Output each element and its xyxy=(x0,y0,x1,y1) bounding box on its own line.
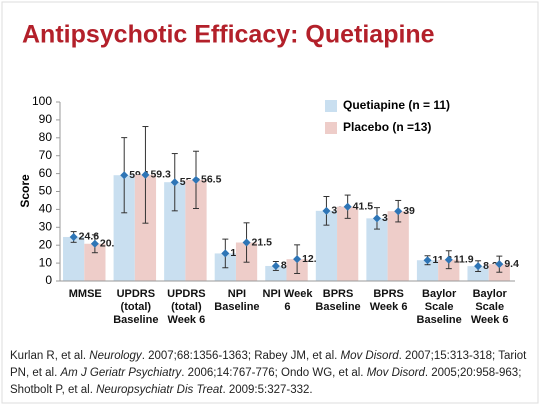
marker xyxy=(495,260,504,269)
y-tick-label: 50 xyxy=(39,184,53,198)
reference-text: Mov Disord xyxy=(340,350,399,362)
marker xyxy=(343,202,352,211)
references: Kurlan R, et al. Neurology. 2007;68:1356… xyxy=(10,348,535,399)
x-tick-label: NPI Week 6 xyxy=(262,288,313,313)
legend-swatch xyxy=(325,100,337,112)
chart-title: Antipsychotic Efficacy: Quetiapine xyxy=(22,21,435,49)
marker xyxy=(423,256,432,265)
reference-text: Neurology xyxy=(89,350,142,362)
y-tick-label: 80 xyxy=(39,130,53,144)
bar xyxy=(134,174,157,281)
bar xyxy=(113,175,135,281)
x-tick-label: Baylor Scale Baseline xyxy=(416,288,462,326)
marker xyxy=(120,171,129,180)
bar xyxy=(438,259,460,281)
y-tick-label: 0 xyxy=(45,273,52,287)
legend-label: Placebo (n =13) xyxy=(343,120,431,134)
data-label: 41.5 xyxy=(353,200,374,212)
bar xyxy=(185,179,207,281)
reference-text: . 2005;20:958-963; Shotbolt P, et al. xyxy=(10,367,522,396)
reference-text: . 2009:5:327-332. xyxy=(222,384,313,396)
bar xyxy=(84,243,106,281)
marker xyxy=(221,249,230,258)
marker xyxy=(293,255,302,264)
marker xyxy=(191,175,200,184)
marker xyxy=(444,255,453,264)
data-label: 24.6 xyxy=(79,231,100,243)
reference-text: . 2007;68:1356-1363; Rabey JM, et al. xyxy=(141,350,341,362)
x-tick-label: NPI Baseline xyxy=(214,288,260,313)
y-tick-label: 60 xyxy=(39,166,53,180)
marker xyxy=(170,178,179,187)
data-label: 56.5 xyxy=(201,174,222,186)
data-label: 59.3 xyxy=(150,169,171,181)
data-label: 11.9 xyxy=(454,253,474,265)
bar xyxy=(265,265,287,281)
x-tick-label: UPDRS (total) Baseline xyxy=(113,288,159,326)
bar xyxy=(366,218,388,281)
bar xyxy=(63,236,85,281)
x-tick-label: Baylor Scale Week 6 xyxy=(470,288,509,326)
y-tick-label: 30 xyxy=(39,219,53,233)
reference-text: Am J Geriatr Psychiatry xyxy=(60,367,182,379)
marker xyxy=(271,261,280,270)
x-tick-label: MMSE xyxy=(68,288,102,300)
marker xyxy=(141,170,150,179)
bar xyxy=(337,206,359,281)
y-tick-label: 20 xyxy=(39,237,53,251)
data-label: 9.4 xyxy=(504,258,519,270)
marker xyxy=(90,239,99,248)
marker xyxy=(322,206,331,215)
y-tick-label: 10 xyxy=(39,255,53,269)
bar xyxy=(416,260,439,281)
y-tick-label: 100 xyxy=(32,94,52,108)
legend-swatch xyxy=(325,122,337,134)
y-tick-label: 40 xyxy=(39,202,53,216)
x-tick-label: BPRS Baseline xyxy=(315,288,361,313)
marker xyxy=(394,207,403,216)
x-tick-label: BPRS Week 6 xyxy=(369,288,408,313)
marker xyxy=(372,214,381,223)
data-label: 39 xyxy=(403,205,415,217)
bar xyxy=(315,210,338,281)
bar xyxy=(387,211,409,281)
marker xyxy=(474,262,483,271)
bar xyxy=(164,182,186,281)
y-axis-label: Score xyxy=(18,174,32,208)
legend-label: Quetiapine (n = 11) xyxy=(343,98,450,112)
bar xyxy=(467,266,489,281)
reference-text: Mov Disord xyxy=(366,367,425,379)
data-label: 21.5 xyxy=(252,236,273,248)
reference-text: . 2007;15:313-318; Tariot PN, et al. xyxy=(10,350,527,379)
x-tick-label: UPDRS (total) Week 6 xyxy=(167,288,206,326)
marker xyxy=(242,238,251,247)
y-tick-label: 70 xyxy=(39,148,53,162)
reference-text: Neuropsychiatr Dis Treat xyxy=(96,384,223,396)
marker xyxy=(69,232,78,241)
y-tick-label: 90 xyxy=(39,112,53,126)
reference-text: Kurlan R, et al. xyxy=(10,350,90,362)
reference-text: . 2006;14:767-776; Ondo WG, et al. xyxy=(181,367,367,379)
